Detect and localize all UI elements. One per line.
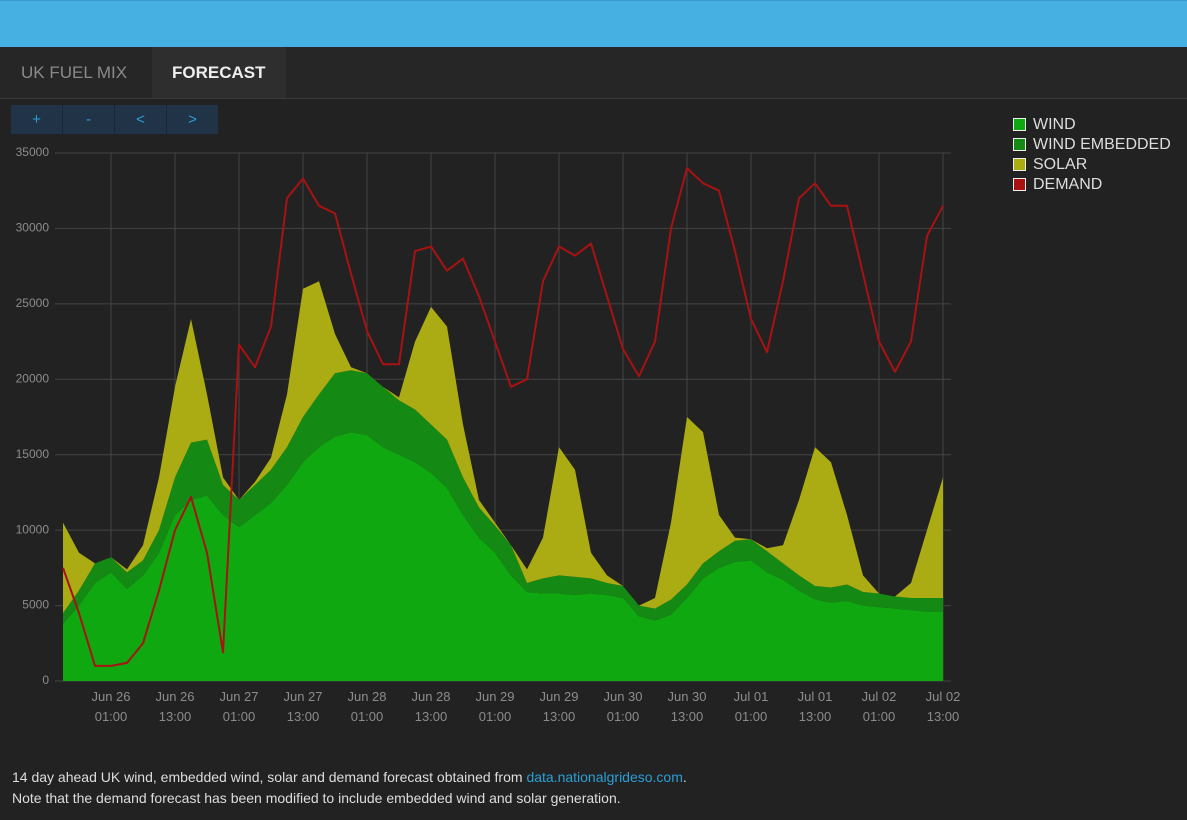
footer-text: .	[682, 769, 687, 785]
y-tick-label: 5000	[22, 598, 49, 612]
legend: WIND WIND EMBEDDED SOLAR DEMAND	[1013, 115, 1171, 195]
legend-swatch	[1013, 117, 1026, 131]
y-tick-label: 30000	[16, 221, 50, 235]
legend-swatch	[1013, 137, 1026, 151]
pan-left-button[interactable]: <	[115, 105, 167, 134]
x-tick-label: Jun 29 01:00	[475, 689, 515, 724]
x-tick-label: Jun 26 13:00	[155, 689, 195, 724]
chart: 0 5000 10000 15000 20000 25000 30000 35000	[16, 145, 951, 687]
x-tick-label: Jun 27 13:00	[283, 689, 323, 724]
x-tick-label: Jul 02 01:00	[861, 689, 897, 724]
pan-right-button[interactable]: >	[167, 105, 218, 134]
x-tick-label: Jul 01 01:00	[733, 689, 769, 724]
legend-swatch	[1013, 157, 1026, 171]
y-tick-label: 15000	[16, 447, 50, 461]
top-bar	[0, 0, 1187, 47]
footer-text: 14 day ahead UK wind, embedded wind, sol…	[12, 769, 527, 785]
zoom-controls: + - < >	[11, 105, 218, 134]
x-tick-label: Jun 28 13:00	[411, 689, 451, 724]
x-tick-label: Jun 30 13:00	[667, 689, 707, 724]
legend-label: WIND	[1033, 116, 1076, 133]
legend-label: DEMAND	[1033, 176, 1103, 193]
zoom-in-button[interactable]: +	[11, 105, 63, 134]
area	[63, 370, 943, 624]
y-tick-label: 0	[42, 673, 49, 687]
x-tick-label: Jun 29 13:00	[539, 689, 579, 724]
x-tick-label: Jun 27 01:00	[219, 689, 259, 724]
area	[63, 281, 943, 614]
zoom-out-button[interactable]: -	[63, 105, 115, 134]
x-tick-label: Jun 30 01:00	[603, 689, 643, 724]
y-tick-label: 25000	[16, 296, 50, 310]
tab-bar: UK FUEL MIX FORECAST	[0, 47, 1187, 99]
legend-label: WIND EMBEDDED	[1033, 136, 1171, 153]
y-tick-label: 10000	[16, 522, 50, 536]
x-tick-label: Jun 26 01:00	[91, 689, 131, 724]
legend-item: WIND EMBEDDED	[1013, 135, 1171, 155]
x-tick-label: Jul 01 13:00	[797, 689, 833, 724]
legend-item: SOLAR	[1013, 155, 1171, 175]
legend-item: WIND	[1013, 115, 1171, 135]
tab-active[interactable]: FORECAST	[152, 47, 286, 98]
x-tick-label: Jun 28 01:00	[347, 689, 387, 724]
legend-swatch	[1013, 177, 1026, 191]
legend-item: DEMAND	[1013, 175, 1171, 195]
tab[interactable]: UK FUEL MIX	[21, 63, 128, 82]
footer-note: Note that the demand forecast has been m…	[12, 790, 621, 806]
y-tick-label: 35000	[16, 145, 50, 159]
footer: 14 day ahead UK wind, embedded wind, sol…	[12, 767, 687, 809]
area	[63, 432, 943, 681]
source-link[interactable]: data.nationalgrideso.com	[526, 769, 683, 785]
footer-line: 14 day ahead UK wind, embedded wind, sol…	[12, 767, 687, 788]
line	[62, 167, 944, 667]
legend-label: SOLAR	[1033, 156, 1088, 173]
x-tick-label: Jul 02 13:00	[925, 689, 961, 724]
y-tick-label: 20000	[16, 371, 50, 385]
